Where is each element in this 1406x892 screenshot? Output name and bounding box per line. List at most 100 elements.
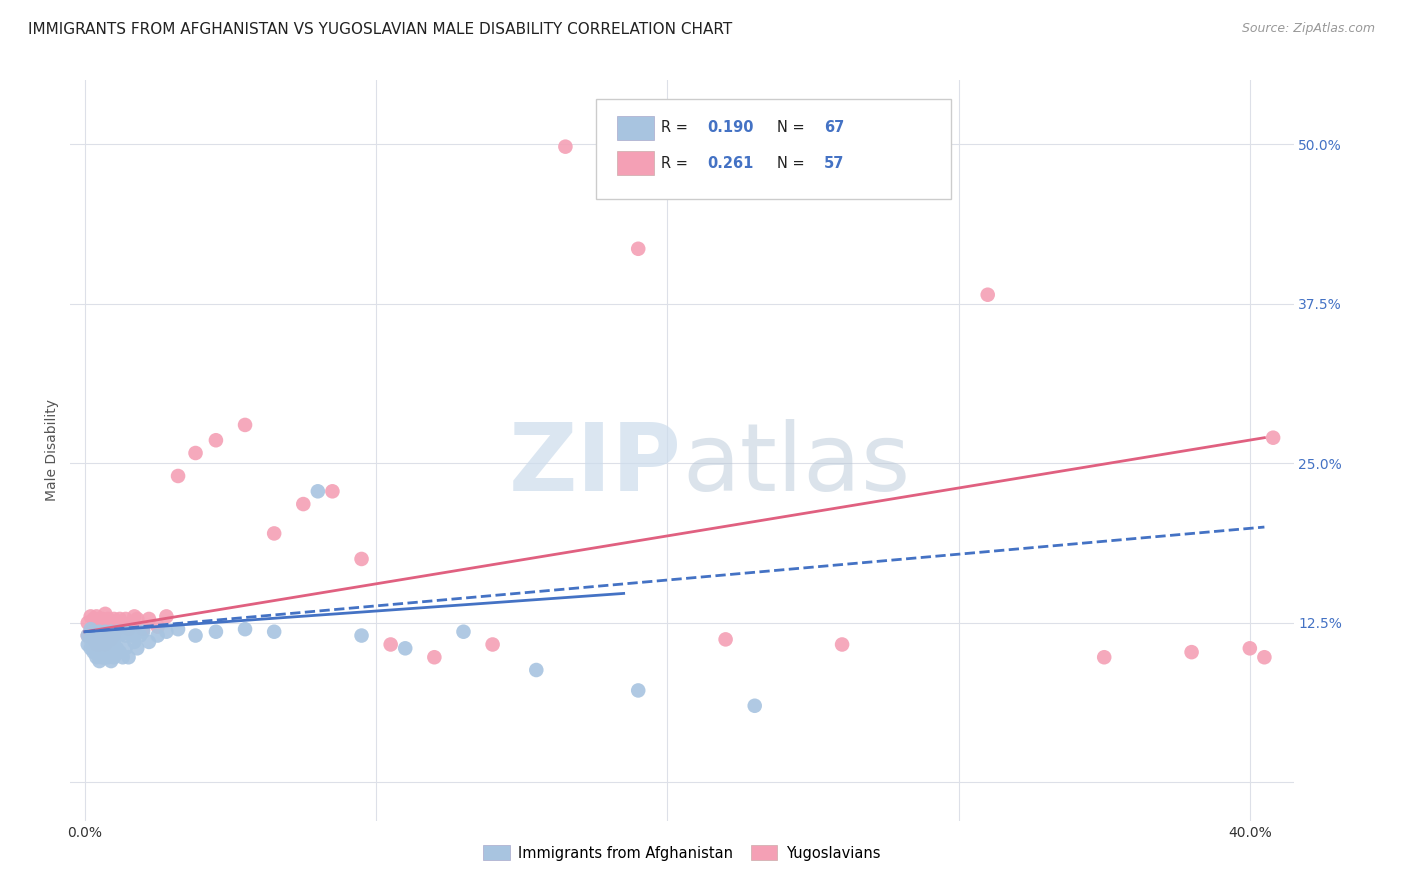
Point	[132, 622, 155, 636]
Point	[76, 629, 98, 643]
Point	[86, 635, 108, 649]
Point	[831, 638, 853, 652]
Point	[554, 139, 576, 153]
Point	[76, 629, 98, 643]
Legend: Immigrants from Afghanistan, Yugoslavians: Immigrants from Afghanistan, Yugoslavian…	[478, 839, 886, 867]
Point	[146, 619, 169, 633]
Point	[263, 526, 285, 541]
Point	[94, 638, 117, 652]
Point	[76, 615, 98, 630]
Point	[1261, 431, 1284, 445]
Point	[744, 698, 766, 713]
Point	[83, 632, 105, 647]
Point	[627, 683, 650, 698]
Point	[91, 629, 114, 643]
Point	[103, 629, 125, 643]
Point	[91, 650, 114, 665]
Point	[108, 612, 131, 626]
Point	[100, 632, 122, 647]
Point	[94, 624, 117, 639]
Point	[184, 629, 207, 643]
Point	[76, 638, 98, 652]
Point	[167, 622, 190, 636]
Point	[86, 638, 108, 652]
Point	[94, 622, 117, 636]
Point	[627, 242, 650, 256]
Point	[114, 612, 136, 626]
Point	[233, 417, 256, 432]
Point	[94, 650, 117, 665]
Point	[94, 607, 117, 621]
Point	[89, 624, 111, 639]
Point	[976, 287, 998, 301]
Point	[524, 663, 547, 677]
Point	[105, 624, 128, 639]
Text: N =: N =	[778, 120, 810, 136]
Point	[91, 629, 114, 643]
Point	[97, 635, 120, 649]
Point	[91, 641, 114, 656]
Point	[83, 612, 105, 626]
Text: 57: 57	[824, 156, 844, 170]
Point	[79, 632, 103, 647]
Point	[86, 609, 108, 624]
Point	[129, 629, 152, 643]
Point	[1092, 650, 1115, 665]
Point	[127, 641, 149, 656]
Point	[89, 632, 111, 647]
Point	[307, 484, 329, 499]
Point	[121, 615, 143, 630]
Point	[263, 624, 285, 639]
Point	[1239, 641, 1261, 656]
Point	[714, 632, 737, 647]
Point	[184, 446, 207, 460]
Point	[117, 624, 139, 639]
Point	[205, 624, 228, 639]
Point	[108, 645, 131, 659]
Point	[83, 622, 105, 636]
Point	[83, 632, 105, 647]
Point	[127, 612, 149, 626]
Text: IMMIGRANTS FROM AFGHANISTAN VS YUGOSLAVIAN MALE DISABILITY CORRELATION CHART: IMMIGRANTS FROM AFGHANISTAN VS YUGOSLAVI…	[28, 22, 733, 37]
Point	[380, 638, 402, 652]
Point	[103, 635, 125, 649]
Text: ZIP: ZIP	[509, 419, 682, 511]
Point	[155, 609, 177, 624]
Point	[100, 632, 122, 647]
Point	[124, 635, 146, 649]
Point	[350, 629, 373, 643]
Text: 0.261: 0.261	[707, 156, 754, 170]
Text: R =: R =	[661, 156, 693, 170]
Point	[97, 629, 120, 643]
Point	[167, 469, 190, 483]
Point	[117, 622, 139, 636]
Point	[114, 629, 136, 643]
Point	[394, 641, 416, 656]
Point	[121, 629, 143, 643]
Point	[481, 638, 503, 652]
Point	[423, 650, 446, 665]
Text: R =: R =	[661, 120, 693, 136]
Point	[205, 434, 228, 448]
Bar	[617, 152, 654, 175]
Text: atlas: atlas	[682, 419, 910, 511]
Text: Source: ZipAtlas.com: Source: ZipAtlas.com	[1241, 22, 1375, 36]
Point	[146, 629, 169, 643]
Text: N =: N =	[778, 156, 810, 170]
Point	[86, 624, 108, 639]
Point	[91, 635, 114, 649]
Point	[103, 629, 125, 643]
Point	[105, 641, 128, 656]
Point	[117, 650, 139, 665]
Point	[138, 635, 160, 649]
Point	[292, 497, 315, 511]
Point	[83, 645, 105, 659]
Point	[103, 650, 125, 665]
Bar	[617, 116, 654, 139]
Point	[111, 619, 134, 633]
Point	[155, 624, 177, 639]
Point	[114, 641, 136, 656]
Point	[111, 650, 134, 665]
Point	[91, 612, 114, 626]
FancyBboxPatch shape	[596, 99, 950, 199]
